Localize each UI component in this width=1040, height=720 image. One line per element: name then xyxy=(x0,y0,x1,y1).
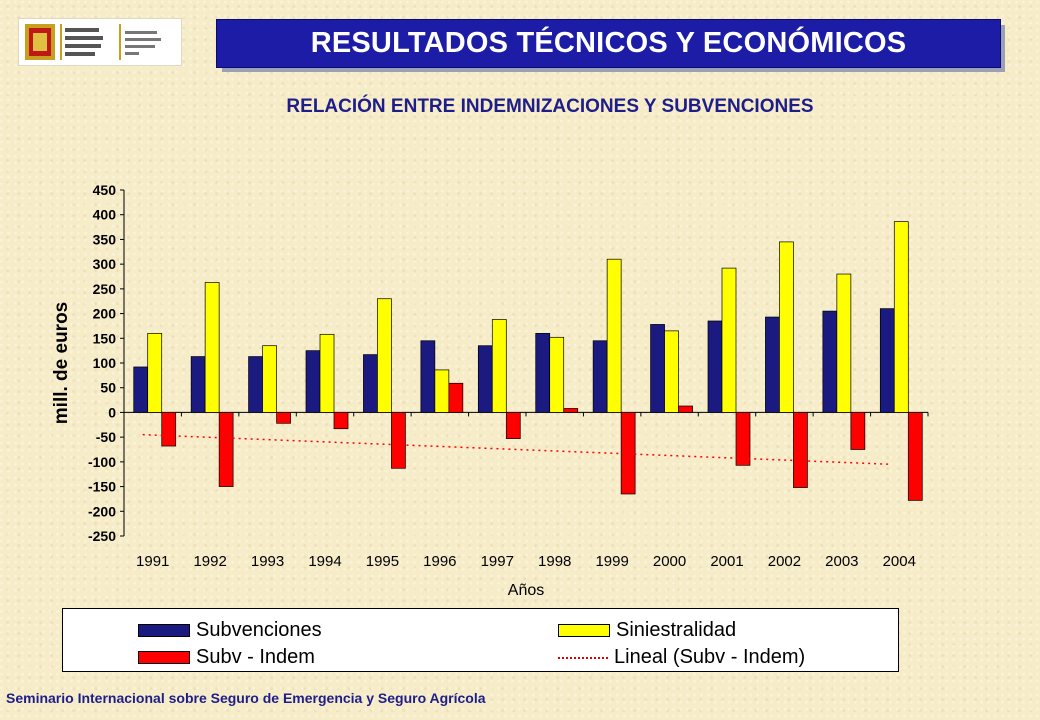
bar-subv-indem xyxy=(907,412,923,501)
bar-subv-indem xyxy=(678,405,693,413)
y-tick-label: 100 xyxy=(93,355,117,371)
y-axis-label: mill. de euros xyxy=(51,302,72,424)
y-tick-label: 150 xyxy=(93,330,117,346)
title-banner: RESULTADOS TÉCNICOS Y ECONÓMICOS xyxy=(216,19,1001,68)
bar-siniestralidad xyxy=(204,282,220,413)
bar-siniestralidad xyxy=(549,336,565,413)
bar-subv-indem xyxy=(563,408,579,413)
bar-subvenciones xyxy=(305,350,321,413)
bar-subvenciones xyxy=(535,332,551,413)
chart-subtitle: RELACIÓN ENTRE INDEMNIZACIONES Y SUBVENC… xyxy=(286,96,814,117)
y-tick-label: 300 xyxy=(93,256,117,272)
bar-siniestralidad xyxy=(779,241,794,413)
bar-subv-indem xyxy=(333,412,349,430)
x-tick-label: 2001 xyxy=(710,553,743,570)
legend-item-subvenciones: Subvenciones xyxy=(138,619,322,642)
bar-subvenciones xyxy=(133,366,149,413)
bar-subv-indem xyxy=(161,412,177,447)
bar-subvenciones xyxy=(822,310,838,413)
bar-subv-indem xyxy=(505,412,521,439)
bar-siniestralidad xyxy=(836,273,852,413)
bar-siniestralidad xyxy=(377,298,392,413)
bar-subv-indem xyxy=(793,412,808,488)
y-tick-label: 250 xyxy=(93,281,117,297)
bar-subv-indem xyxy=(218,412,234,487)
bar-chart: -250 -200 -150 -100 -50 0 50 100 150 200 250 300 350… xyxy=(51,182,929,599)
x-tick-label: 2000 xyxy=(653,553,686,570)
bar-siniestralidad xyxy=(606,258,622,413)
bar-subvenciones xyxy=(477,345,493,413)
legend-label: Subvenciones xyxy=(196,619,322,641)
bar-siniestralidad xyxy=(664,330,679,413)
x-tick-label: 1996 xyxy=(423,553,456,570)
legend-item-trendline: Lineal (Subv - Indem) xyxy=(558,646,805,669)
coat-of-arms-icon xyxy=(25,24,161,60)
legend-swatch-subvenciones xyxy=(138,624,190,637)
y-tick-label: -250 xyxy=(88,528,116,544)
bar-subvenciones xyxy=(190,356,206,413)
legend-line-trendline xyxy=(558,656,608,659)
y-tick-label: -150 xyxy=(88,479,116,495)
trendline xyxy=(142,433,890,465)
legend-swatch-siniestralidad xyxy=(558,624,610,637)
bar-subvenciones xyxy=(765,316,780,413)
y-tick-label: 450 xyxy=(93,182,117,198)
x-tick-label: 1994 xyxy=(308,553,341,570)
chart-legend: Subvenciones Siniestralidad Subv - Indem… xyxy=(62,608,899,672)
legend-swatch-subv-indem xyxy=(138,651,190,664)
x-tick-label: 2002 xyxy=(768,553,801,570)
bar-siniestralidad xyxy=(319,333,335,413)
x-tick-label: 1991 xyxy=(136,553,169,570)
y-tick-label: -50 xyxy=(96,429,116,445)
ministry-logo xyxy=(18,18,182,66)
bar-subv-indem xyxy=(735,412,751,466)
bar-siniestralidad xyxy=(893,221,909,413)
y-tick-label: 0 xyxy=(108,404,116,420)
bar-siniestralidad xyxy=(262,345,277,413)
x-tick-label: 2004 xyxy=(883,553,916,570)
x-tick-label: 1993 xyxy=(251,553,284,570)
bar-subv-indem xyxy=(620,412,636,495)
legend-item-siniestralidad: Siniestralidad xyxy=(558,619,736,642)
bar-siniestralidad xyxy=(147,332,163,413)
bar-subvenciones xyxy=(248,356,263,413)
y-tick-label: 350 xyxy=(93,231,117,247)
bar-subvenciones xyxy=(707,320,723,413)
x-tick-label: 2003 xyxy=(825,553,858,570)
y-tick-label: -100 xyxy=(88,454,116,470)
bar-subvenciones xyxy=(420,340,436,413)
footer-text: Seminario Internacional sobre Seguro de … xyxy=(6,690,486,706)
y-tick-label: 400 xyxy=(93,207,117,223)
bar-subvenciones xyxy=(879,308,895,413)
legend-item-subv-indem: Subv - Indem xyxy=(138,646,315,669)
bar-subvenciones xyxy=(592,340,608,413)
bar-subv-indem xyxy=(391,412,406,469)
bar-subvenciones xyxy=(363,354,378,413)
x-tick-label: 1998 xyxy=(538,553,571,570)
bar-subvenciones xyxy=(650,324,665,413)
bar-siniestralidad xyxy=(721,267,737,413)
x-tick-label: 1997 xyxy=(481,553,514,570)
y-tick-label: 200 xyxy=(93,306,117,322)
legend-label: Siniestralidad xyxy=(616,619,737,641)
bar-subv-indem xyxy=(448,382,464,413)
x-axis-label: Años xyxy=(508,582,544,599)
x-tick-label: 1999 xyxy=(595,553,628,570)
bar-siniestralidad xyxy=(491,319,507,413)
bar-subv-indem xyxy=(850,412,866,450)
legend-label: Subv - Indem xyxy=(196,646,315,668)
bar-subv-indem xyxy=(276,412,291,424)
legend-label: Lineal (Subv - Indem) xyxy=(614,646,806,668)
y-tick-label: -200 xyxy=(88,503,116,519)
bar-siniestralidad xyxy=(434,369,450,413)
x-tick-label: 1995 xyxy=(366,553,399,570)
y-tick-label: 50 xyxy=(100,380,116,396)
page-title: RESULTADOS TÉCNICOS Y ECONÓMICOS xyxy=(310,27,907,59)
x-tick-label: 1992 xyxy=(193,553,226,570)
